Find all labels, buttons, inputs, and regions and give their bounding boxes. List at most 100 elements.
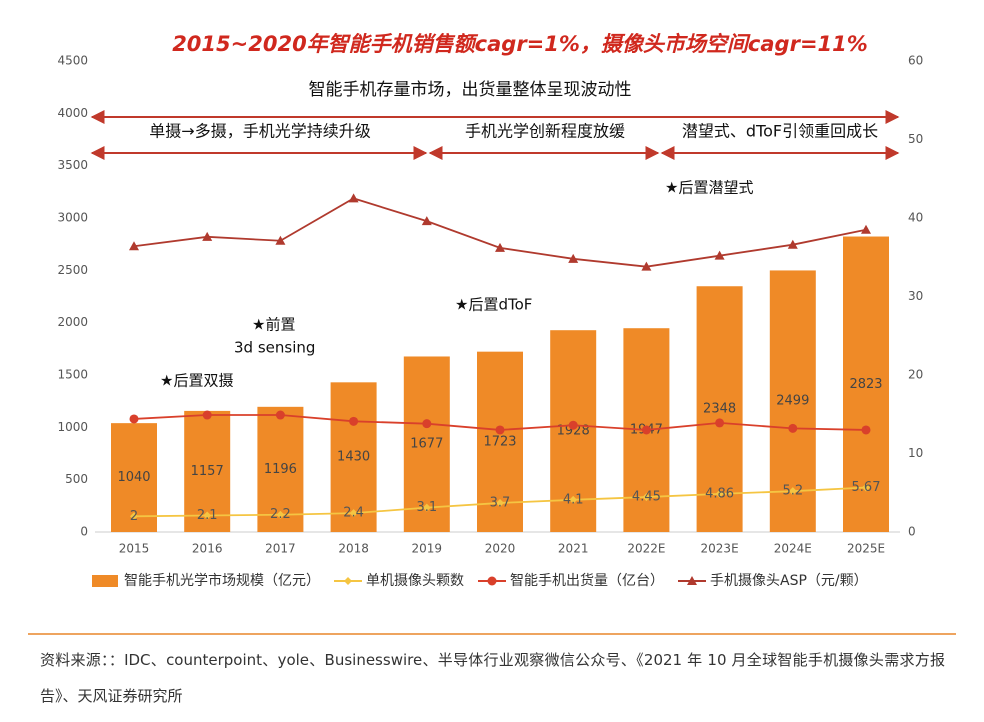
bar-label: 1677 xyxy=(410,437,443,452)
bar-label: 1196 xyxy=(264,462,297,477)
point xyxy=(349,509,358,518)
annotation: ★后置潜望式 xyxy=(665,179,753,197)
point xyxy=(715,418,725,428)
point xyxy=(787,239,798,249)
point-label: 4.1 xyxy=(563,492,584,507)
y-tick-label: 4000 xyxy=(57,106,88,120)
point xyxy=(788,423,798,433)
point xyxy=(203,511,212,520)
point-label: 5.67 xyxy=(852,480,881,495)
point xyxy=(421,216,432,226)
point xyxy=(275,235,286,245)
x-tick-label: 2022E xyxy=(627,542,665,556)
x-tick-label: 2018 xyxy=(338,542,369,556)
point-label: 5.2 xyxy=(782,484,803,499)
point xyxy=(422,503,431,512)
point xyxy=(275,410,285,420)
legend-item: 智能手机光学市场规模（亿元） xyxy=(92,572,320,589)
legend-label: 手机摄像头ASP（元/颗） xyxy=(710,573,868,589)
bar xyxy=(403,356,450,532)
point xyxy=(129,414,139,424)
bar-label: 2348 xyxy=(703,402,736,417)
point xyxy=(202,410,212,420)
point xyxy=(861,425,871,435)
point-label: 3.1 xyxy=(416,500,437,515)
y-tick-label: 0 xyxy=(80,525,88,539)
y2-tick-label: 30 xyxy=(908,289,923,303)
bar xyxy=(843,236,889,532)
bar-label: 1157 xyxy=(191,464,224,479)
bar-label: 1723 xyxy=(483,434,516,449)
y-tick-label: 2500 xyxy=(57,263,88,277)
annotation: ★后置dToF xyxy=(455,296,532,314)
point xyxy=(788,487,797,496)
subtitle: 智能手机存量市场，出货量整体呈现波动性 xyxy=(309,80,632,100)
point xyxy=(344,577,352,585)
point-label: 3.7 xyxy=(490,495,511,510)
legend-item: 单机摄像头颗数 xyxy=(334,573,464,589)
annotation: ★后置双摄 xyxy=(160,372,233,390)
y-tick-label: 500 xyxy=(65,472,88,486)
point xyxy=(130,512,138,521)
point xyxy=(569,495,578,504)
point xyxy=(422,419,432,429)
y2-tick-label: 50 xyxy=(908,132,923,146)
legend-swatch xyxy=(92,575,118,587)
annotation: ★前置 xyxy=(252,316,295,334)
stage-label: 手机光学创新程度放缓 xyxy=(465,122,625,141)
legend-item: 智能手机出货量（亿台） xyxy=(478,572,664,589)
x-tick-label: 2016 xyxy=(192,542,223,556)
y2-tick-label: 60 xyxy=(908,54,923,68)
point xyxy=(495,242,505,252)
x-tick-label: 2017 xyxy=(265,542,296,556)
y2-tick-label: 0 xyxy=(908,525,916,539)
x-tick-label: 2021 xyxy=(558,542,589,556)
point xyxy=(862,483,870,492)
annotation: 3d sensing xyxy=(234,339,315,357)
bar-label: 2499 xyxy=(776,394,809,409)
point xyxy=(495,425,505,435)
y-tick-label: 1000 xyxy=(57,420,88,434)
point xyxy=(687,576,697,585)
point xyxy=(568,420,578,430)
point xyxy=(349,416,359,426)
legend-item: 手机摄像头ASP（元/颗） xyxy=(678,573,868,589)
y-tick-label: 3000 xyxy=(57,211,88,225)
point-label: 2.1 xyxy=(197,508,218,523)
point xyxy=(642,493,651,502)
bar xyxy=(330,382,377,532)
point-label: 4.45 xyxy=(632,490,661,505)
x-tick-label: 2024E xyxy=(774,542,812,556)
point xyxy=(861,224,871,234)
point xyxy=(568,253,579,263)
point-label: 2 xyxy=(130,509,138,524)
x-tick-label: 2023E xyxy=(701,542,739,556)
bar-label: 1928 xyxy=(557,424,590,439)
point xyxy=(496,498,504,507)
point-label: 4.86 xyxy=(705,486,734,501)
x-tick-label: 2015 xyxy=(119,542,150,556)
point xyxy=(348,193,359,203)
bar-label: 1040 xyxy=(117,470,150,485)
legend-label: 智能手机出货量（亿台） xyxy=(510,572,664,589)
point xyxy=(641,261,652,271)
x-tick-label: 2025E xyxy=(847,542,885,556)
legend-label: 智能手机光学市场规模（亿元） xyxy=(124,572,320,589)
legend-label: 单机摄像头颗数 xyxy=(366,573,464,589)
point xyxy=(487,576,497,586)
stage-label: 单摄→多摄，手机光学持续升级 xyxy=(149,122,370,141)
y-tick-label: 4500 xyxy=(57,54,88,68)
source-note: 资料来源：：IDC、counterpoint、yole、Businesswire… xyxy=(40,651,945,705)
point xyxy=(202,231,213,241)
point xyxy=(641,425,651,435)
x-tick-label: 2020 xyxy=(485,542,516,556)
chart: 2015~2020年智能手机销售额cagr=1%，摄像头市场空间cagr=11%… xyxy=(28,32,956,635)
y-tick-label: 2000 xyxy=(57,315,88,329)
point-label: 2.2 xyxy=(270,507,291,522)
stage-label: 潜望式、dToF引领重回成长 xyxy=(682,122,878,141)
point-label: 2.4 xyxy=(343,506,364,521)
point xyxy=(276,510,285,519)
y-tick-label: 3500 xyxy=(57,158,88,172)
y2-tick-label: 40 xyxy=(908,211,923,225)
point xyxy=(714,250,725,260)
